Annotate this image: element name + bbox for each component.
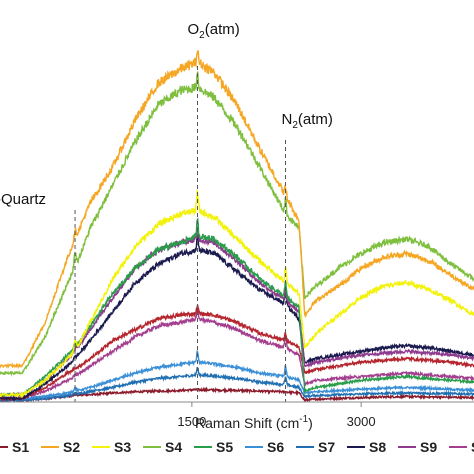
series-line-s11 (0, 304, 474, 402)
legend-label-s6: S6 (267, 439, 284, 455)
legend-label-s4: S4 (165, 439, 182, 455)
annotation-n2: N2(atm) (282, 111, 333, 131)
legend-label-s5: S5 (216, 439, 233, 455)
series-line-s2 (0, 50, 474, 370)
x-ticks: 1500 3000 (177, 402, 376, 429)
annotation-quartz: -Quartz (0, 191, 46, 208)
series-line-s4 (0, 71, 474, 377)
x-axis-title-end: ) (308, 415, 313, 431)
series-line-s3 (0, 190, 474, 399)
x-axis-title-sup: -1 (299, 414, 308, 425)
annotation-layer: O2(atm) N2(atm) -Quartz (0, 21, 333, 402)
legend-label-s7: S7 (318, 439, 335, 455)
legend-label-s1: S1 (12, 439, 29, 455)
series-line-s6 (0, 350, 474, 402)
series-line-s8 (0, 233, 474, 402)
legend: S1 S2 S3 S4 S5 S6 S7 S8 S9 S10 (0, 439, 474, 455)
annotation-o2: O2(atm) (188, 21, 240, 41)
legend-label-s8: S8 (369, 439, 386, 455)
legend-label-s2: S2 (63, 439, 80, 455)
legend-label-s9: S9 (420, 439, 437, 455)
series-line-s7 (0, 366, 474, 404)
legend-label-s3: S3 (114, 439, 131, 455)
series-layer (0, 50, 474, 404)
x-axis-title: Raman Shift (cm-1) (195, 414, 313, 431)
series-line-s5 (0, 217, 474, 398)
x-tick-label: 3000 (347, 414, 376, 429)
x-axis-title-main: Raman Shift (cm (195, 415, 299, 431)
legend-label-s10: S10 (471, 439, 474, 455)
x-tick-label: 1500 (177, 414, 206, 429)
series-line-s10 (0, 304, 474, 401)
series-line-s9 (0, 227, 474, 399)
